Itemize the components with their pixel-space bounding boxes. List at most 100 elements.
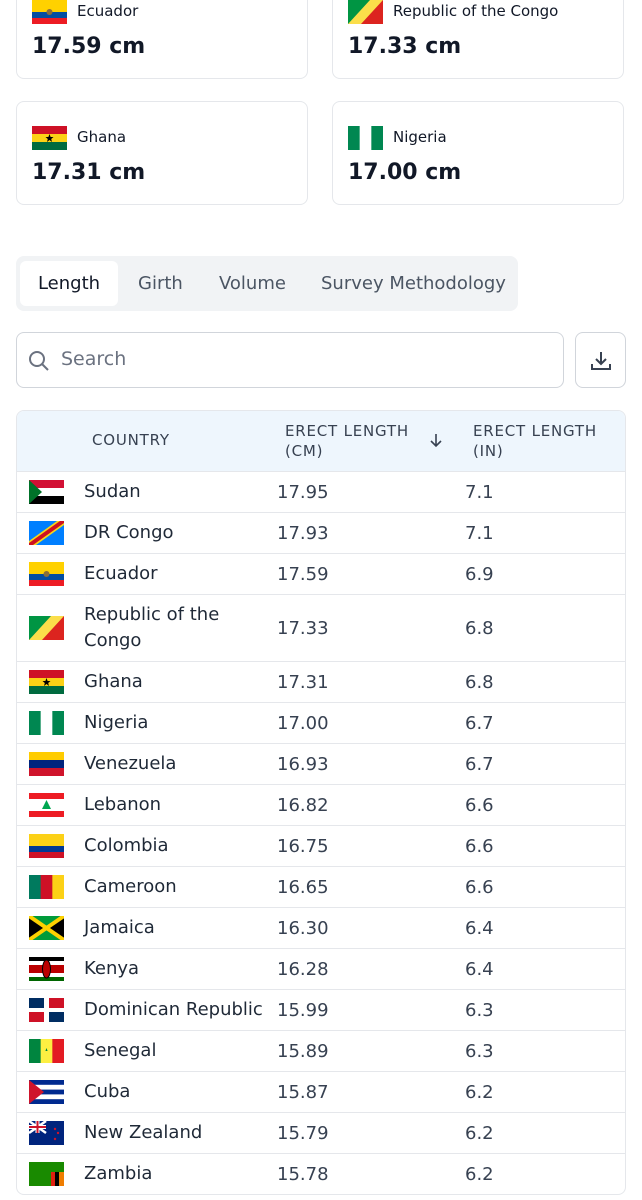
stat-card: Ghana 17.31 cm: [16, 101, 308, 205]
search-placeholder: Search: [61, 348, 127, 370]
flag: [29, 1121, 64, 1145]
table-row: Colombia 16.75 6.6: [17, 826, 625, 867]
table-header: COUNTRY ERECT LENGTH (CM) ERECT LENGTH (…: [17, 411, 625, 472]
search-icon: [29, 351, 49, 371]
length-in: 6.7: [465, 712, 494, 734]
flag: [29, 998, 64, 1022]
country-name: Nigeria: [84, 712, 149, 733]
length-cm: 16.75: [277, 835, 329, 857]
length-in: 6.8: [465, 617, 494, 639]
length-cm: 15.87: [277, 1081, 329, 1103]
table-row: Nigeria 17.00 6.7: [17, 703, 625, 744]
flag: [29, 1039, 64, 1063]
country-name: Lebanon: [84, 794, 162, 815]
length-in: 7.1: [465, 481, 494, 503]
search-box[interactable]: Search: [16, 332, 564, 388]
tab[interactable]: Volume: [219, 273, 286, 294]
length-in: 6.8: [465, 671, 494, 693]
country-name: Ecuador: [84, 563, 158, 584]
length-in: 6.3: [465, 999, 494, 1021]
tab[interactable]: Survey Methodology: [321, 273, 506, 294]
card-country: Ecuador: [77, 2, 139, 20]
stat-card: Ecuador 17.59 cm: [16, 0, 308, 79]
flag: [29, 1080, 64, 1104]
length-in: 7.1: [465, 522, 494, 544]
country-name: Zambia: [84, 1163, 153, 1184]
length-in: 6.4: [465, 958, 494, 980]
flag: [29, 562, 64, 586]
table-row: Cameroon 16.65 6.6: [17, 867, 625, 908]
table-body: Sudan 17.95 7.1 DR Congo 17.93 7.1 Ecuador 17.5…: [17, 472, 625, 1194]
flag: [29, 793, 64, 817]
table-row: Cuba 15.87 6.2: [17, 1072, 625, 1113]
flag: [348, 0, 383, 24]
table-row: Venezuela 16.93 6.7: [17, 744, 625, 785]
card-country: Ghana: [77, 128, 127, 146]
column-header[interactable]: ERECT LENGTH (CM): [285, 422, 409, 460]
table-row: Jamaica 16.30 6.4: [17, 908, 625, 949]
length-in: 6.6: [465, 794, 494, 816]
flag: [29, 834, 64, 858]
table-row: Sudan 17.95 7.1: [17, 472, 625, 513]
table-row: Dominican Republic 15.99 6.3: [17, 990, 625, 1031]
length-in: 6.2: [465, 1163, 494, 1185]
flag: [29, 711, 64, 735]
country-name: Venezuela: [84, 753, 177, 774]
flag: [32, 126, 67, 150]
card-value: 17.00 cm: [348, 160, 462, 185]
table-row: Ecuador 17.59 6.9: [17, 554, 625, 595]
country-name: New Zealand: [84, 1122, 203, 1143]
length-cm: 17.95: [277, 481, 329, 503]
length-cm: 17.33: [277, 617, 329, 639]
table-row: Republic of the Congo 17.33 6.8: [17, 595, 625, 662]
table-row: Senegal 15.89 6.3: [17, 1031, 625, 1072]
country-name: Republic of the Congo: [84, 604, 220, 651]
country-name: Colombia: [84, 835, 169, 856]
card-country: Nigeria: [393, 128, 447, 146]
country-name: Dominican Republic: [84, 999, 263, 1020]
table-row: Zambia 15.78 6.2: [17, 1154, 625, 1194]
table-row: Ghana 17.31 6.8: [17, 662, 625, 703]
country-name: Sudan: [84, 481, 141, 502]
length-in: 6.7: [465, 753, 494, 775]
table-row: Lebanon 16.82 6.6: [17, 785, 625, 826]
country-name: Ghana: [84, 671, 143, 692]
tab-active[interactable]: Length: [20, 261, 118, 306]
flag: [29, 875, 64, 899]
length-cm: 17.00: [277, 712, 329, 734]
column-header[interactable]: ERECT LENGTH (IN): [473, 422, 597, 460]
table-row: New Zealand 15.79 6.2: [17, 1113, 625, 1154]
stat-card: Republic of the Congo 17.33 cm: [332, 0, 624, 79]
flag: [29, 957, 64, 981]
card-value: 17.59 cm: [32, 34, 146, 59]
length-cm: 17.31: [277, 671, 329, 693]
tab[interactable]: Girth: [138, 273, 183, 294]
length-cm: 16.82: [277, 794, 329, 816]
length-in: 6.9: [465, 563, 494, 585]
card-value: 17.31 cm: [32, 160, 146, 185]
country-name: Cameroon: [84, 876, 177, 897]
data-table: COUNTRY ERECT LENGTH (CM) ERECT LENGTH (…: [16, 410, 626, 1195]
flag: [29, 916, 64, 940]
tab-bar: Length Girth Volume Survey Methodology: [16, 256, 518, 311]
length-in: 6.6: [465, 835, 494, 857]
length-in: 6.3: [465, 1040, 494, 1062]
flag: [29, 480, 64, 504]
length-cm: 15.89: [277, 1040, 329, 1062]
country-name: Jamaica: [84, 917, 155, 938]
length-cm: 17.59: [277, 563, 329, 585]
length-cm: 15.79: [277, 1122, 329, 1144]
column-header[interactable]: COUNTRY: [92, 431, 170, 449]
flag: [29, 670, 64, 694]
length-in: 6.4: [465, 917, 494, 939]
length-cm: 15.99: [277, 999, 329, 1021]
length-cm: 16.28: [277, 958, 329, 980]
download-icon: [591, 352, 611, 370]
length-cm: 16.30: [277, 917, 329, 939]
length-cm: 15.78: [277, 1163, 329, 1185]
flag: [348, 126, 383, 150]
flag: [29, 521, 64, 545]
country-name: Kenya: [84, 958, 140, 979]
card-value: 17.33 cm: [348, 34, 462, 59]
download-button[interactable]: [575, 332, 626, 388]
